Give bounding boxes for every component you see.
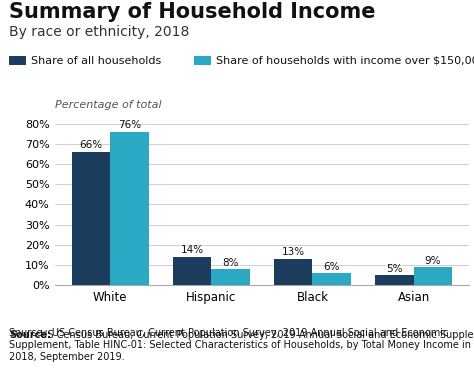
Text: Percentage of total: Percentage of total [55, 100, 161, 110]
Text: 76%: 76% [118, 120, 141, 130]
Text: Summary of Household Income: Summary of Household Income [9, 2, 376, 22]
Text: Share of households with income over $150,000: Share of households with income over $15… [216, 56, 474, 66]
Text: 66%: 66% [79, 140, 102, 150]
Text: 14%: 14% [181, 246, 204, 255]
Bar [312, 273, 351, 285]
Bar [110, 132, 148, 285]
Text: Source:: Source: [9, 330, 52, 341]
Bar [173, 257, 211, 285]
Text: 5%: 5% [386, 264, 402, 274]
Text: Source:  US Census Bureau, Current Population Survey, 2019 Annual Social and Eco: Source: US Census Bureau, Current Popula… [9, 328, 472, 362]
Text: Share of all households: Share of all households [31, 56, 161, 66]
Text: 9%: 9% [425, 256, 441, 265]
Text: US Census Bureau, Current Population Survey, 2019 Annual Social and Economic Sup: US Census Bureau, Current Population Sur… [34, 330, 474, 341]
Text: 6%: 6% [323, 262, 340, 272]
Text: 13%: 13% [282, 248, 305, 258]
Bar [274, 259, 312, 285]
Text: By race or ethnicity, 2018: By race or ethnicity, 2018 [9, 25, 190, 39]
Bar [211, 269, 250, 285]
Bar [375, 275, 414, 285]
Bar [414, 267, 452, 285]
Text: 8%: 8% [222, 258, 239, 267]
Bar [72, 152, 110, 285]
